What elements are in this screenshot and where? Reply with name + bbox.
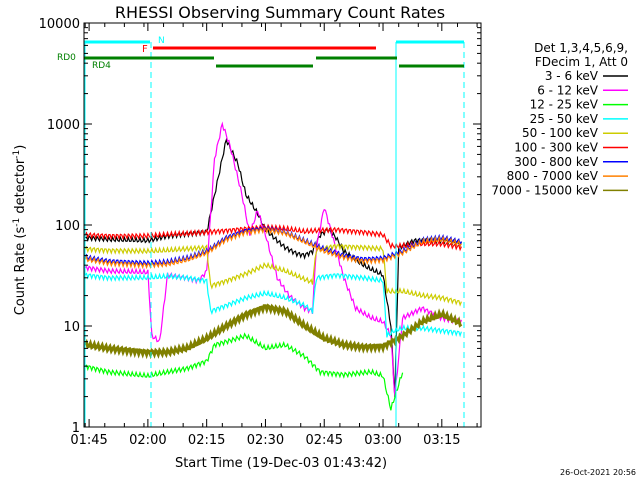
plot-frame bbox=[83, 22, 482, 428]
legend-label: 50 - 100 keV bbox=[522, 126, 599, 140]
x-tick-label: 02:45 bbox=[306, 433, 343, 448]
ticks-layer: 01:45 02:00 02:15 02:30 02:45 03:00 03:15 1 10 10… bbox=[39, 17, 481, 448]
series-layer bbox=[83, 121, 463, 411]
y-axis-label-sup2: -1 bbox=[12, 150, 22, 159]
legend-label: 3 - 6 keV bbox=[545, 69, 599, 83]
chart-title: RHESSI Observing Summary Count Rates bbox=[115, 3, 445, 22]
y-axis-label-mid: detector bbox=[13, 158, 28, 218]
legend-header-2: FDecim 1, Att 0 bbox=[535, 55, 628, 69]
y-tick-label: 100 bbox=[55, 219, 80, 234]
x-axis-label: Start Time (19-Dec-03 01:43:42) bbox=[175, 456, 387, 471]
y-tick-label: 1000 bbox=[47, 118, 80, 133]
y-axis-label-sup1: -1 bbox=[12, 218, 22, 227]
legend-label: 7000 - 15000 keV bbox=[491, 183, 598, 197]
flag-f-label: F bbox=[142, 44, 148, 55]
y-tick-label: 10000 bbox=[39, 17, 80, 32]
series-line-12-25-keV bbox=[84, 332, 404, 411]
x-tick-label: 02:15 bbox=[188, 433, 225, 448]
flag-n-label: N bbox=[158, 36, 165, 46]
x-tick-label: 02:30 bbox=[247, 433, 284, 448]
y-tick-label: 10 bbox=[63, 320, 80, 335]
series-line-100-300-keV bbox=[84, 223, 462, 252]
legend-label: 100 - 300 keV bbox=[514, 141, 598, 155]
series-line-7000-15000-keV bbox=[83, 303, 463, 360]
flag-rd0-label: RD0 bbox=[57, 53, 76, 63]
x-tick-label: 01:45 bbox=[70, 433, 107, 448]
y-axis-label-end: ) bbox=[13, 145, 28, 150]
series-line-800-7000-keV bbox=[84, 226, 462, 270]
legend-label: 300 - 800 keV bbox=[514, 155, 598, 169]
x-tick-label: 03:15 bbox=[423, 433, 460, 448]
legend-label: 800 - 7000 keV bbox=[507, 169, 599, 183]
x-tick-label: 03:00 bbox=[364, 433, 401, 448]
flag-rd4-label: RD4 bbox=[92, 61, 111, 71]
legend-label: 6 - 12 keV bbox=[537, 83, 599, 97]
series-line-6-12-keV bbox=[84, 121, 462, 398]
footer-date: 26-Oct-2021 20:56 bbox=[560, 468, 636, 477]
legend-header-1: Det 1,3,4,5,6,9, bbox=[534, 41, 628, 55]
legend: Det 1,3,4,5,6,9, FDecim 1, Att 0 3 - 6 k… bbox=[491, 41, 628, 197]
legend-label: 25 - 50 keV bbox=[530, 112, 599, 126]
series-line-50-100-keV bbox=[84, 243, 462, 307]
y-axis-label: Count Rate (s-1 detector-1) bbox=[12, 145, 28, 316]
legend-label: 12 - 25 keV bbox=[530, 98, 599, 112]
y-tick-label: 1 bbox=[72, 421, 80, 436]
series-line-25-50-keV bbox=[84, 272, 462, 338]
y-axis-label-main: Count Rate (s bbox=[13, 227, 28, 316]
x-tick-label: 02:00 bbox=[129, 433, 166, 448]
